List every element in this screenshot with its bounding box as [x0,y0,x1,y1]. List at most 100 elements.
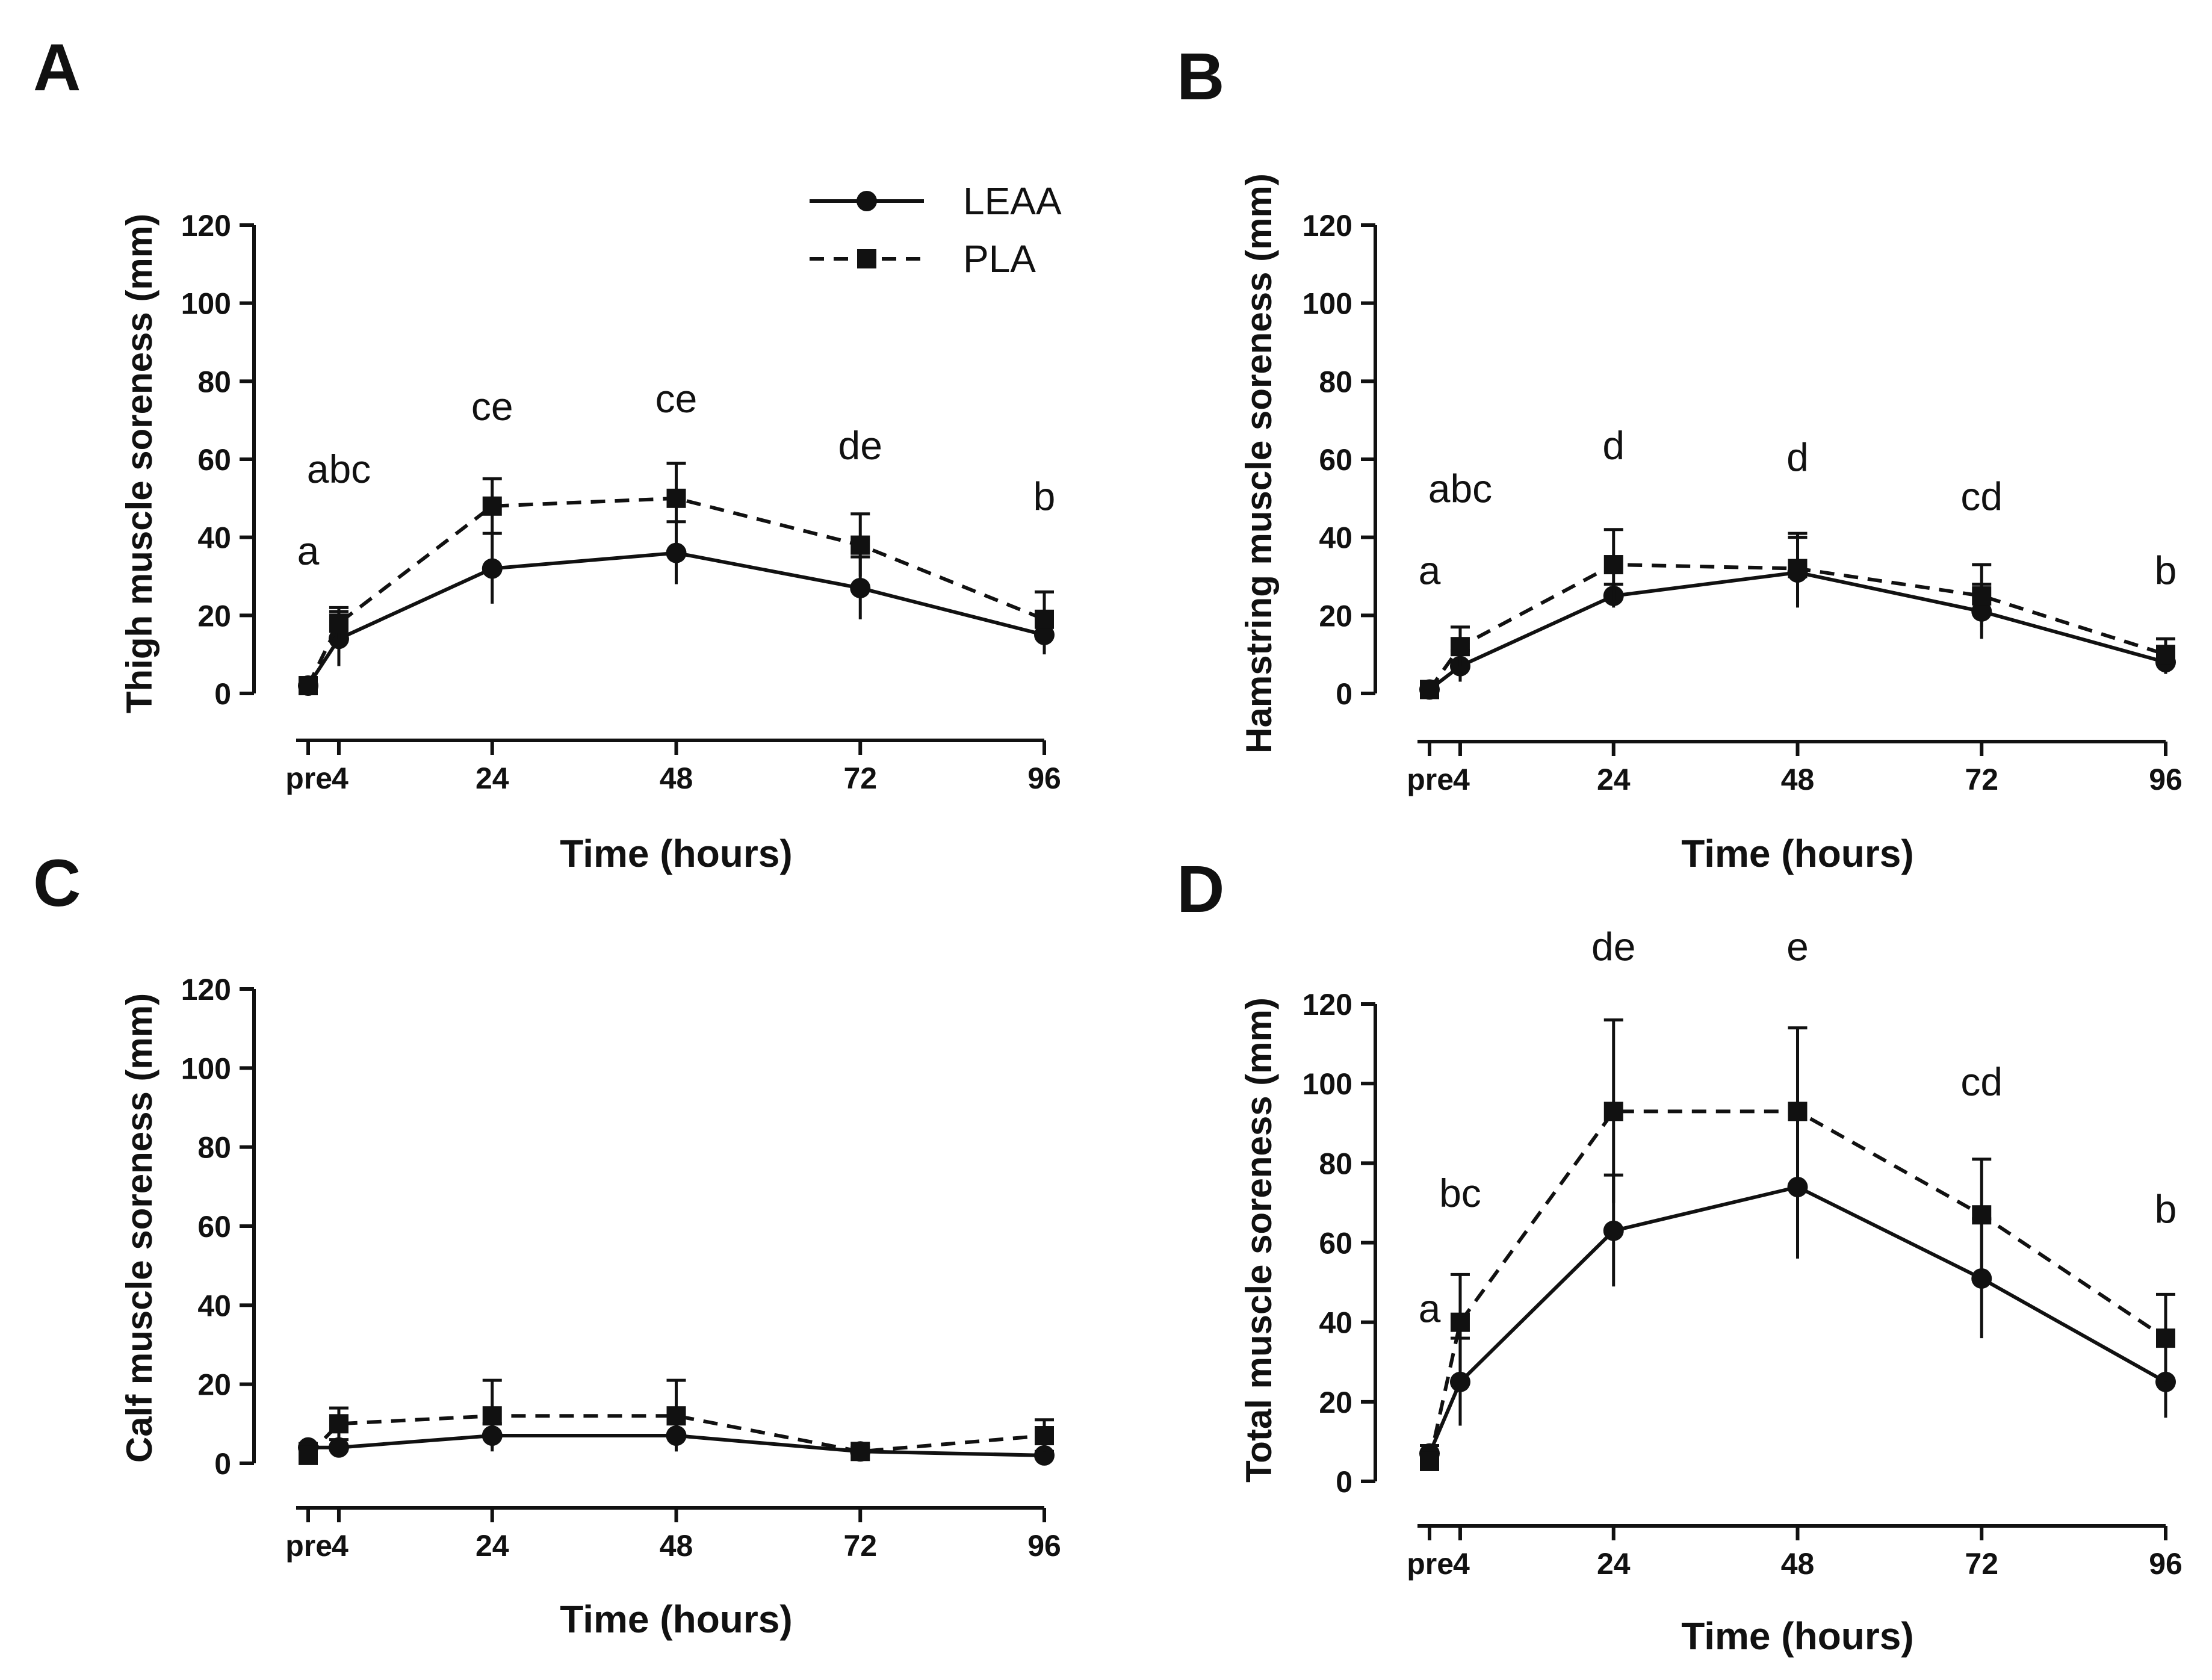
x-tick-label: 24 [1597,1547,1631,1581]
x-tick-label: pre [1407,1547,1454,1581]
y-tick-label: 20 [197,1368,231,1402]
legend-marker-leaa [857,191,877,211]
panel-d: D 0 20 40 60 80 100 120 pre 4 24 48 72 96 Total muscle… [1177,852,2183,1658]
y-tick-label: 40 [1319,1306,1352,1340]
y-tick-label: 20 [1319,1386,1352,1419]
panel-letter: D [1177,852,1224,926]
point-pla [2156,1328,2175,1348]
significance-annotation: d [1786,435,1809,479]
y-axis-label: Calf muscle soreness (mm) [119,993,160,1463]
y-tick-label: 60 [197,443,231,477]
significance-annotation: b [2155,548,2177,592]
y-tick-label: 0 [1336,1465,1352,1499]
x-tick-label: 96 [2149,1547,2183,1581]
y-tick-label: 120 [1303,209,1352,243]
y-tick-label: 0 [214,677,231,711]
panel-a: A 0 20 40 60 80 100 120 pre 4 24 48 72 96 Thigh muscle… [33,31,1062,875]
x-tick-label: 72 [843,1529,877,1563]
legend-label: PLA [963,237,1036,281]
y-tick-label: 80 [197,1131,231,1165]
point-pla [850,535,870,555]
y-axis-label: Total muscle soreness (mm) [1239,997,1279,1483]
y-tick-label: 0 [214,1447,231,1481]
significance-annotation: abc [1428,466,1492,510]
significance-annotation: b [2155,1186,2177,1231]
x-tick-label: 96 [1027,761,1061,795]
significance-annotation: ce [655,376,698,421]
y-tick-label: 0 [1336,677,1352,711]
x-tick-label: 72 [843,761,877,795]
point-leaa [666,542,687,563]
significance-annotation: bc [1439,1171,1481,1215]
point-leaa [328,1437,349,1458]
point-pla [482,496,502,516]
x-axis-label: Time (hours) [1681,832,1913,875]
significance-annotation: abc [307,447,371,491]
point-pla [1972,586,1992,606]
x-tick-label: 72 [1965,1547,1998,1581]
point-pla [1788,559,1808,578]
point-pla [1420,680,1439,699]
significance-annotation: d [1602,423,1625,468]
significance-annotation: de [1591,924,1635,969]
x-tick-label: 4 [332,1529,349,1563]
panel-letter: A [33,31,81,105]
point-leaa [1971,1268,1992,1289]
point-leaa [850,577,871,598]
point-leaa [1449,1371,1470,1392]
point-leaa [482,558,503,579]
y-tick-label: 60 [197,1210,231,1244]
x-tick-label: 96 [1027,1529,1061,1563]
y-axis-label: Hamstring muscle soreness (mm) [1239,173,1279,754]
point-pla [666,488,686,508]
y-tick-label: 20 [1319,599,1352,633]
point-leaa [1034,1445,1055,1466]
point-pla [1420,1451,1439,1471]
point-pla [1035,609,1054,629]
x-tick-label: 96 [2149,763,2183,796]
x-axis-label: Time (hours) [560,832,792,875]
significance-annotation: cd [1960,474,2003,518]
series-line-pla [1428,1109,2167,1462]
panel-letter: C [33,846,81,920]
x-tick-label: 48 [660,761,693,795]
significance-annotation: b [1033,474,1056,518]
significance-annotation: e [1786,924,1809,969]
y-tick-label: 60 [1319,443,1352,477]
series-line-pla [1428,563,2166,691]
y-tick-label: 100 [181,287,231,321]
y-tick-label: 40 [1319,521,1352,555]
point-pla [666,1406,686,1426]
x-tick-label: 24 [1597,763,1631,796]
significance-annotation: a [1419,1286,1441,1331]
y-tick-label: 100 [181,1052,231,1085]
y-tick-label: 120 [181,209,231,243]
point-pla [1450,637,1470,657]
series-line-leaa [1428,1185,2167,1454]
x-tick-label: 48 [660,1529,693,1563]
y-tick-label: 60 [1319,1227,1352,1260]
significance-annotation: cd [1960,1059,2003,1104]
point-pla [1603,555,1623,575]
legend: LEAA PLA [810,179,1062,281]
series-line-pla [306,496,1046,687]
point-pla [1450,1312,1470,1332]
point-pla [1603,1102,1623,1121]
point-pla [850,1442,870,1461]
legend-label: LEAA [963,179,1062,223]
x-axis-label: Time (hours) [1681,1614,1913,1658]
point-pla [299,676,318,696]
y-tick-label: 120 [1303,988,1352,1021]
x-tick-label: 4 [332,761,349,795]
panel-b: B 0 20 40 60 80 100 120 pre 4 24 48 72 96 Hamstring mu… [1177,40,2183,875]
x-tick-label: pre [285,761,332,795]
significance-annotation: a [1419,548,1441,592]
panel-letter: B [1177,40,1224,114]
point-pla [329,613,349,633]
legend-marker-pla [857,249,876,268]
significance-annotation: ce [471,384,513,429]
point-pla [2156,645,2175,665]
point-pla [329,1414,349,1434]
x-axis-label: Time (hours) [560,1598,792,1641]
